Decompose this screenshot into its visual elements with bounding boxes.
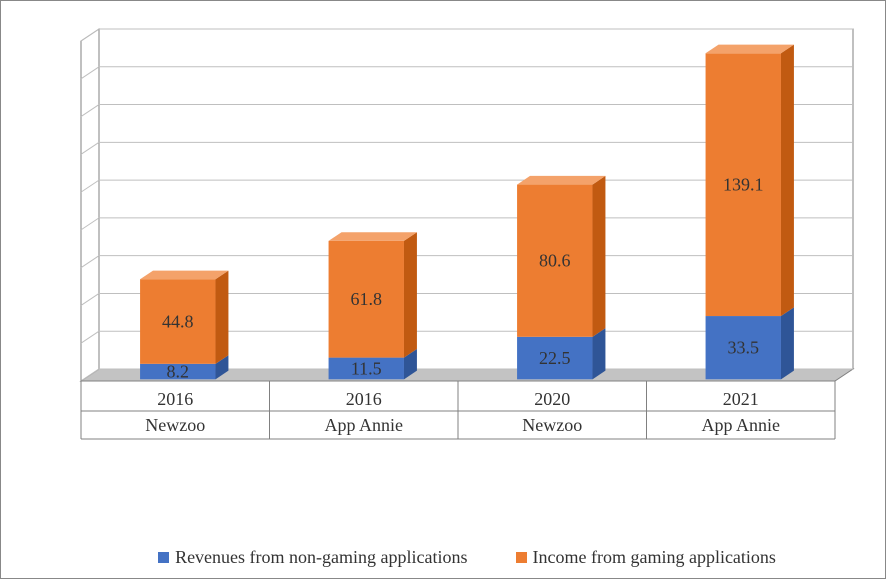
bar-label-non_gaming: 8.2 <box>167 362 190 382</box>
x-tick-year: 2016 <box>346 389 382 409</box>
bar-label-gaming: 80.6 <box>539 251 571 271</box>
bar-label-non_gaming: 33.5 <box>728 338 760 358</box>
x-tick-source: Newzoo <box>145 415 205 435</box>
plot-area: 0204060801001201401601808.244.82016Newzo… <box>77 21 857 461</box>
bar-label-gaming: 139.1 <box>723 175 764 195</box>
stacked-bar-chart: 0204060801001201401601808.244.82016Newzo… <box>0 0 886 579</box>
legend-label-gaming: Income from gaming applications <box>533 547 776 568</box>
x-tick-year: 2016 <box>157 389 193 409</box>
legend: Revenues from non-gaming applications In… <box>77 547 857 568</box>
legend-label-non-gaming: Revenues from non-gaming applications <box>175 547 467 568</box>
legend-swatch-non-gaming <box>158 552 169 563</box>
x-tick-year: 2021 <box>723 389 759 409</box>
x-tick-source: App Annie <box>325 415 404 435</box>
x-tick-year: 2020 <box>534 389 570 409</box>
legend-item-non-gaming: Revenues from non-gaming applications <box>158 547 467 568</box>
x-tick-source: Newzoo <box>522 415 582 435</box>
bar-label-gaming: 44.8 <box>162 312 194 332</box>
bar-label-non_gaming: 22.5 <box>539 348 571 368</box>
x-tick-source: App Annie <box>702 415 781 435</box>
legend-swatch-gaming <box>516 552 527 563</box>
bar-label-non_gaming: 11.5 <box>351 358 382 378</box>
legend-item-gaming: Income from gaming applications <box>516 547 776 568</box>
bar-label-gaming: 61.8 <box>351 289 383 309</box>
